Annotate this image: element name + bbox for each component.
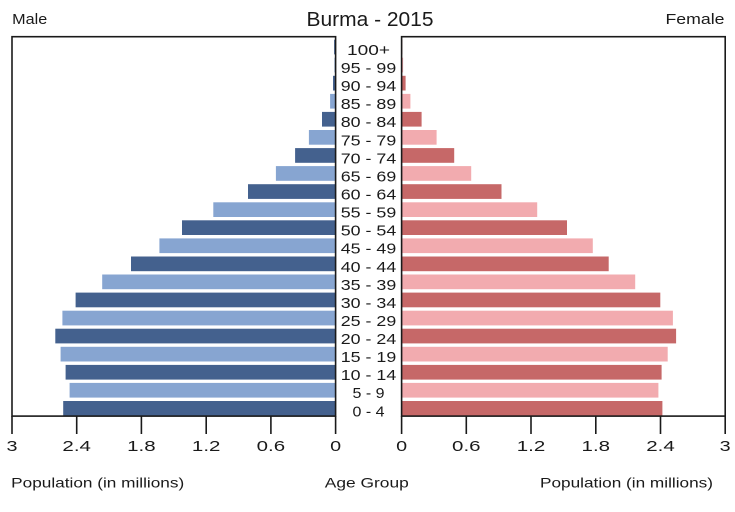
svg-text:3: 3: [720, 438, 731, 455]
svg-text:Population (in millions): Population (in millions): [11, 475, 184, 491]
svg-text:2.4: 2.4: [646, 438, 675, 455]
svg-text:1.8: 1.8: [127, 438, 156, 455]
svg-text:Female: Female: [666, 11, 725, 28]
svg-text:3: 3: [7, 438, 18, 455]
svg-text:5 - 9: 5 - 9: [353, 385, 385, 402]
svg-text:0.6: 0.6: [257, 438, 286, 455]
svg-text:70 - 74: 70 - 74: [341, 150, 397, 167]
svg-text:50 - 54: 50 - 54: [341, 223, 397, 240]
svg-text:75 - 79: 75 - 79: [341, 132, 397, 149]
svg-text:30 - 34: 30 - 34: [341, 295, 397, 312]
svg-text:55 - 59: 55 - 59: [341, 205, 397, 222]
svg-text:0 - 4: 0 - 4: [353, 403, 385, 420]
svg-text:60 - 64: 60 - 64: [341, 187, 397, 204]
svg-text:15 - 19: 15 - 19: [341, 349, 397, 366]
svg-text:45 - 49: 45 - 49: [341, 241, 397, 258]
svg-text:95 - 99: 95 - 99: [341, 60, 397, 77]
svg-text:1.2: 1.2: [192, 438, 221, 455]
svg-text:20 - 24: 20 - 24: [341, 331, 397, 348]
svg-text:35 - 39: 35 - 39: [341, 277, 397, 294]
svg-text:1.8: 1.8: [582, 438, 611, 455]
svg-text:0: 0: [330, 438, 341, 455]
svg-text:Male: Male: [12, 11, 47, 28]
svg-text:Burma - 2015: Burma - 2015: [307, 9, 434, 31]
svg-text:2.4: 2.4: [62, 438, 91, 455]
svg-text:0: 0: [396, 438, 407, 455]
svg-text:25 - 29: 25 - 29: [341, 313, 397, 330]
svg-text:1.2: 1.2: [517, 438, 546, 455]
svg-text:100+: 100+: [347, 42, 390, 59]
svg-text:Population (in millions): Population (in millions): [540, 475, 713, 491]
svg-text:40 - 44: 40 - 44: [341, 259, 397, 276]
svg-text:90 - 94: 90 - 94: [341, 78, 397, 95]
svg-text:10 - 14: 10 - 14: [341, 367, 397, 384]
svg-text:85 - 89: 85 - 89: [341, 96, 397, 113]
svg-text:0.6: 0.6: [452, 438, 481, 455]
svg-text:65 - 69: 65 - 69: [341, 168, 397, 185]
svg-text:Age Group: Age Group: [325, 475, 409, 491]
svg-text:80 - 84: 80 - 84: [341, 114, 397, 131]
